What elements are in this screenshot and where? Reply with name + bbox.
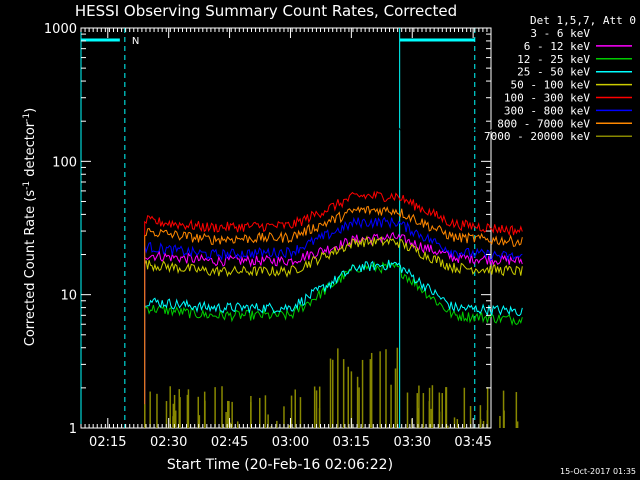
x-tick-label: 03:45 xyxy=(454,435,491,450)
plot-border xyxy=(80,27,492,429)
y-tick-label: 1 xyxy=(69,422,77,437)
timestamp: 15-Oct-2017 01:35 xyxy=(560,467,636,476)
series-line xyxy=(144,205,523,428)
chart-title: HESSI Observing Summary Count Rates, Cor… xyxy=(75,2,457,20)
series-line xyxy=(144,261,523,428)
x-tick-label: 03:00 xyxy=(272,435,309,450)
axes: 1 10 100 1000 02:15 02:30 02:45 03:00 03:15 03:30… xyxy=(44,22,492,450)
series-line xyxy=(144,190,523,428)
legend-entry-label: 7000 - 20000 keV xyxy=(484,130,590,143)
series-line xyxy=(144,235,523,428)
legend-entry-label: 12 - 25 keV xyxy=(517,53,590,66)
series-layer xyxy=(144,127,523,428)
legend-entry-label: 25 - 50 keV xyxy=(517,66,590,79)
plot-frame xyxy=(80,27,492,429)
legend-title: Det 1,5,7, Att 0 xyxy=(530,14,636,27)
series-line xyxy=(144,216,523,428)
y-tick-label: 10 xyxy=(60,289,77,304)
x-axis-label: Start Time (20-Feb-16 02:06:22) xyxy=(167,457,393,473)
orbit-bar-label: N xyxy=(132,36,139,47)
series-7000-20000-kev xyxy=(144,347,519,428)
legend-entry-label: 300 - 800 keV xyxy=(504,104,590,117)
legend-entry-label: 6 - 12 keV xyxy=(524,40,591,53)
x-tick-label: 03:15 xyxy=(333,435,370,450)
legend-entry-label: 800 - 7000 keV xyxy=(497,117,590,130)
series-line xyxy=(144,231,523,428)
y-tick-label: 100 xyxy=(52,155,77,170)
x-tick-label: 02:45 xyxy=(211,435,248,450)
legend-entry-label: 50 - 100 keV xyxy=(511,79,591,92)
y-tick-label: 1000 xyxy=(44,22,77,37)
legend-entry-label: 3 - 6 keV xyxy=(530,27,590,40)
x-tick-label: 03:30 xyxy=(394,435,431,450)
series-line xyxy=(144,127,523,428)
y-axis-label: Corrected Count Rate (s-1 detector-1) xyxy=(22,108,38,346)
x-tick-label: 02:15 xyxy=(89,435,126,450)
series-line xyxy=(144,259,523,428)
legend-entry-label: 100 - 300 keV xyxy=(504,92,590,105)
x-tick-label: 02:30 xyxy=(150,435,187,450)
orbit-markers: N xyxy=(80,28,476,428)
